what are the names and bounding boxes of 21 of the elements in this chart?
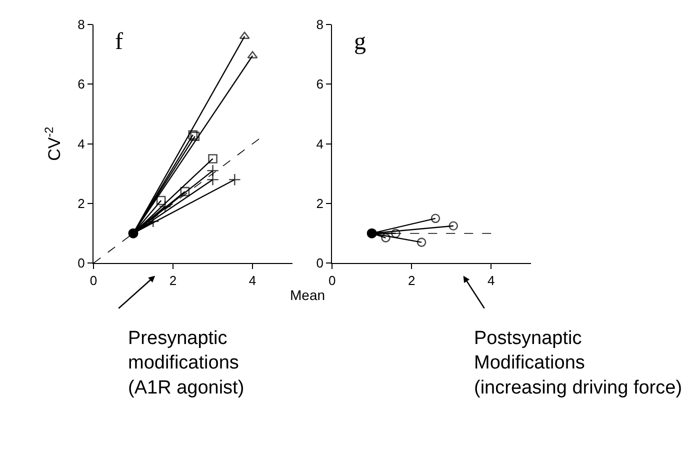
- y-tick-label: 2: [316, 196, 324, 212]
- y-tick-label: 8: [78, 16, 85, 32]
- x-tick-label: 0: [90, 272, 98, 288]
- text: Postsynaptic Modifications (increasing driving force): [474, 328, 682, 398]
- y-tick-label: 8: [316, 16, 324, 32]
- x-tick-label: 4: [248, 272, 256, 288]
- x-tick-label: 2: [408, 272, 416, 288]
- y-tick-label: 0: [78, 256, 85, 271]
- y-tick-label: 2: [78, 196, 85, 212]
- y-tick-label: 4: [78, 136, 85, 152]
- x-tick-label: 0: [328, 272, 336, 288]
- text: Presynaptic modifications (A1R agonist): [128, 328, 244, 398]
- chart-title: g: [354, 29, 366, 55]
- y-tick-label: 0: [316, 256, 324, 271]
- x-axis-title: Mean: [290, 287, 326, 303]
- y-tick-label: 6: [316, 76, 324, 92]
- x-tick-label: 2: [169, 272, 177, 288]
- y-tick-label: 6: [78, 76, 85, 92]
- y-tick-label: 4: [316, 136, 324, 152]
- chart-title: f: [115, 29, 123, 55]
- x-tick-label: 4: [488, 272, 495, 288]
